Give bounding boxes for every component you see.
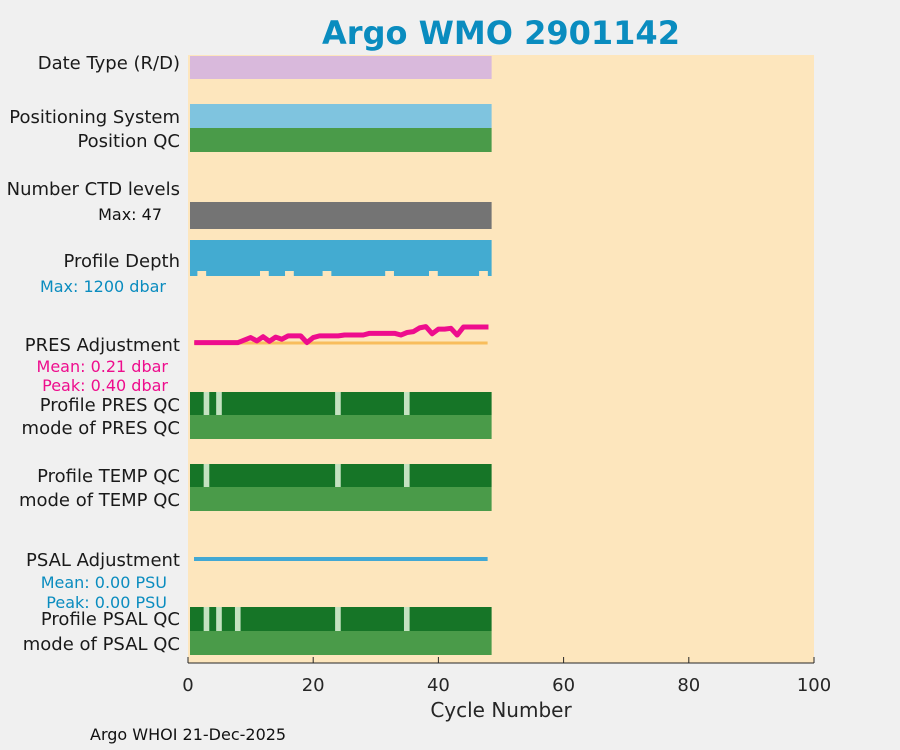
row-label-date-type: Date Type (R/D) bbox=[38, 53, 180, 74]
position-qc-bar bbox=[190, 128, 492, 152]
footer-credit: Argo WHOI 21-Dec-2025 bbox=[90, 725, 287, 744]
x-tick-label-40: 40 bbox=[427, 675, 450, 696]
pres-adjustment-line bbox=[194, 324, 489, 346]
profile-depth-short-47 bbox=[479, 271, 488, 276]
row-label-profile-depth: Profile Depth bbox=[63, 251, 180, 272]
profile-pres-qc-bar bbox=[190, 392, 492, 415]
temp-qc-flag-24 bbox=[335, 464, 341, 487]
pres-qc-flag-24 bbox=[335, 392, 341, 415]
row-label-mode-psal-qc: mode of PSAL QC bbox=[23, 634, 180, 655]
mode-temp-qc-bar bbox=[190, 487, 492, 511]
chart-title: Argo WMO 2901142 bbox=[322, 14, 680, 52]
psal-mean-label: Mean: 0.00 PSU bbox=[41, 573, 167, 592]
psal-qc-flag-24 bbox=[335, 607, 341, 631]
profile-depth-short-32 bbox=[385, 271, 394, 276]
x-tick-label-100: 100 bbox=[797, 675, 831, 696]
temp-qc-flag-35 bbox=[403, 464, 410, 487]
x-tick-label-80: 80 bbox=[677, 675, 700, 696]
profile-depth-short-39 bbox=[429, 271, 438, 276]
psal-qc-flag-3 bbox=[203, 607, 210, 631]
psal-peak-label: Peak: 0.00 PSU bbox=[46, 593, 167, 612]
pres-qc-flag-5 bbox=[216, 392, 222, 415]
ctd-max-label: Max: 47 bbox=[98, 205, 162, 224]
positioning-system-bar bbox=[190, 104, 492, 128]
depth-max-label: Max: 1200 dbar bbox=[40, 277, 166, 296]
row-label-psal-adjustment: PSAL Adjustment bbox=[26, 550, 180, 571]
row-label-positioning-system: Positioning System bbox=[9, 107, 180, 128]
mode-psal-qc-bar bbox=[190, 631, 492, 655]
profile-depth-short-12 bbox=[259, 271, 269, 276]
pres-qc-flag-3 bbox=[203, 392, 210, 415]
x-axis-label: Cycle Number bbox=[430, 698, 572, 722]
row-label-pres-adjustment: PRES Adjustment bbox=[25, 335, 180, 356]
temp-qc-flag-3 bbox=[203, 464, 210, 487]
profile-depth-bar bbox=[190, 240, 492, 276]
profile-depth-short-2 bbox=[197, 271, 207, 276]
profile-temp-qc-bar bbox=[190, 464, 492, 487]
x-tick-label-20: 20 bbox=[302, 675, 325, 696]
row-label-profile-psal-qc: Profile PSAL QC bbox=[41, 609, 180, 630]
psal-qc-flag-8 bbox=[234, 607, 241, 631]
row-label-profile-temp-qc: Profile TEMP QC bbox=[37, 466, 180, 487]
ctd-levels-bar bbox=[190, 202, 492, 229]
date-type-bar bbox=[190, 56, 492, 79]
pres-mean-label: Mean: 0.21 dbar bbox=[37, 357, 169, 376]
psal-qc-flag-5 bbox=[216, 607, 222, 631]
plot-background bbox=[188, 55, 814, 663]
x-tick-label-60: 60 bbox=[552, 675, 575, 696]
pres-peak-label: Peak: 0.40 dbar bbox=[42, 376, 168, 395]
x-tick-label-0: 0 bbox=[182, 675, 193, 696]
row-label-mode-pres-qc: mode of PRES QC bbox=[22, 418, 180, 439]
row-label-profile-pres-qc: Profile PRES QC bbox=[40, 395, 180, 416]
profile-depth-short-22 bbox=[322, 271, 332, 276]
psal-qc-flag-35 bbox=[403, 607, 410, 631]
row-label-mode-temp-qc: mode of TEMP QC bbox=[19, 490, 180, 511]
row-label-position-qc: Position QC bbox=[77, 131, 180, 152]
profile-depth-short-16 bbox=[285, 271, 294, 276]
mode-pres-qc-bar bbox=[190, 415, 492, 439]
pres-qc-flag-35 bbox=[403, 392, 410, 415]
row-label-ctd-levels: Number CTD levels bbox=[7, 179, 180, 200]
